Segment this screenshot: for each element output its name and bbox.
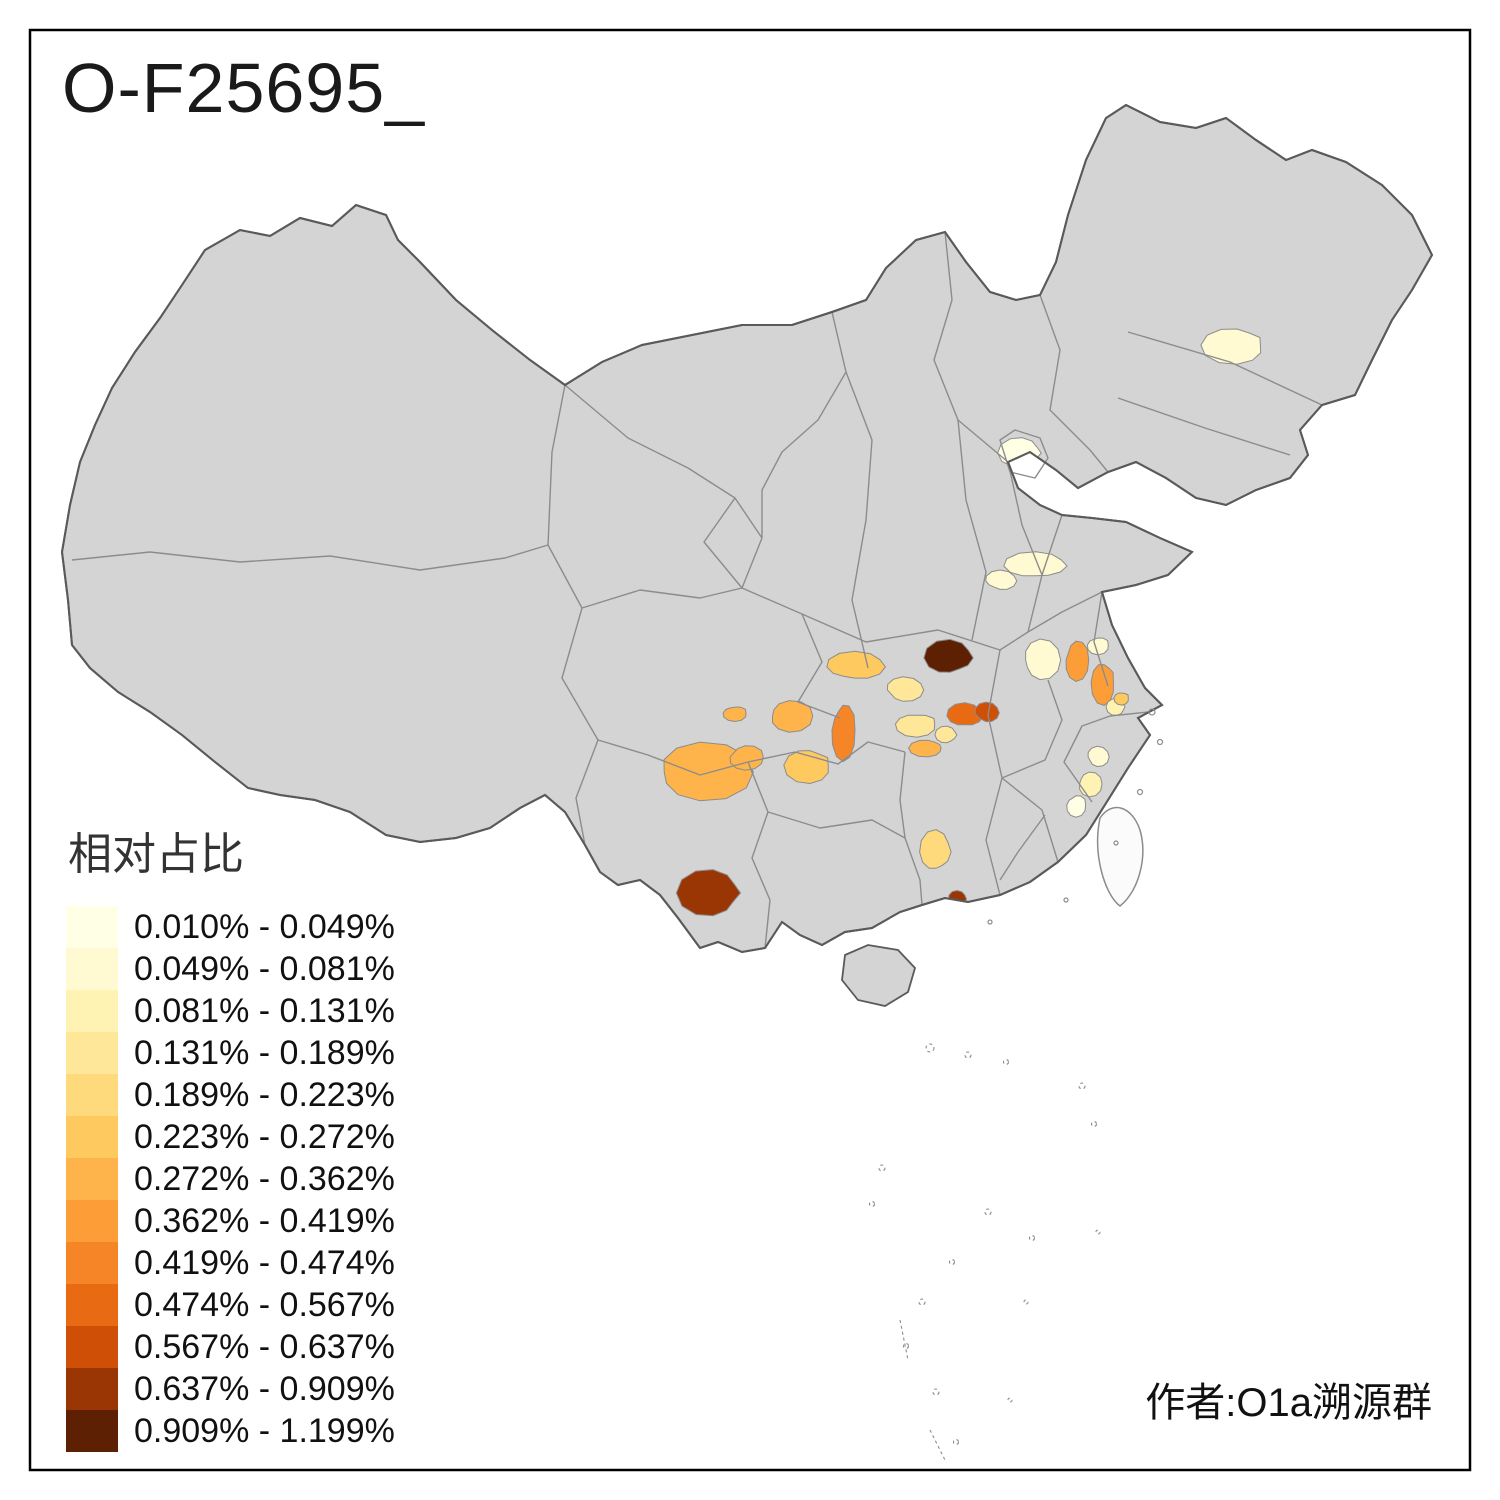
legend-label: 0.272% - 0.362% xyxy=(134,1159,395,1198)
legend-swatch xyxy=(66,1074,118,1116)
colored-prefecture xyxy=(1113,692,1129,706)
legend-label: 0.419% - 0.474% xyxy=(134,1243,395,1282)
colored-prefecture xyxy=(675,869,742,917)
legend-label: 0.567% - 0.637% xyxy=(134,1327,395,1366)
colored-prefecture xyxy=(934,725,958,744)
colored-prefecture xyxy=(1200,328,1262,365)
colored-prefecture xyxy=(1087,745,1110,768)
colored-prefecture xyxy=(985,569,1018,590)
legend-entries: 0.010% - 0.049% 0.049% - 0.081% 0.081% - 0… xyxy=(66,906,395,1452)
legend-label: 0.474% - 0.567% xyxy=(134,1285,395,1324)
colored-prefecture xyxy=(772,700,814,733)
map-frame-border xyxy=(28,28,1472,1472)
colored-prefecture xyxy=(1066,795,1087,818)
legend-entry: 0.909% - 1.199% xyxy=(66,1410,395,1452)
legend-swatch xyxy=(66,1116,118,1158)
south-china-sea-islands xyxy=(868,1043,1101,1461)
colored-prefecture xyxy=(923,638,974,673)
legend-label: 0.010% - 0.049% xyxy=(134,907,395,946)
colored-prefecture xyxy=(908,739,942,758)
colored-prefecture xyxy=(919,829,952,869)
colored-prefecture xyxy=(722,706,747,723)
legend-swatch xyxy=(66,1368,118,1410)
legend-label: 0.081% - 0.131% xyxy=(134,991,395,1030)
legend-label: 0.189% - 0.223% xyxy=(134,1075,395,1114)
legend-entry: 0.272% - 0.362% xyxy=(66,1158,395,1200)
colored-prefecture xyxy=(1086,637,1109,656)
legend-entry: 0.362% - 0.419% xyxy=(66,1200,395,1242)
legend-swatch xyxy=(66,1032,118,1074)
legend-entry: 0.223% - 0.272% xyxy=(66,1116,395,1158)
legend-entry: 0.010% - 0.049% xyxy=(66,906,395,948)
legend-swatch xyxy=(66,948,118,990)
legend-label: 0.362% - 0.419% xyxy=(134,1201,395,1240)
colored-prefecture xyxy=(1003,551,1068,577)
legend-entry: 0.637% - 0.909% xyxy=(66,1368,395,1410)
legend-title: 相对占比 xyxy=(68,830,244,879)
coastal-islands xyxy=(987,708,1164,925)
legend-swatch xyxy=(66,906,118,948)
legend-label: 0.223% - 0.272% xyxy=(134,1117,395,1156)
colored-prefecture xyxy=(831,704,856,763)
colored-prefecture xyxy=(894,714,936,738)
colored-prefecture xyxy=(946,702,984,726)
colored-regions xyxy=(663,328,1262,917)
colored-prefecture xyxy=(1025,638,1062,681)
colored-prefecture xyxy=(886,676,925,702)
legend-entry: 0.131% - 0.189% xyxy=(66,1032,395,1074)
colored-prefecture xyxy=(974,701,1000,723)
colored-prefecture xyxy=(1065,640,1090,682)
colored-prefecture xyxy=(1079,771,1103,798)
legend-entry: 0.081% - 0.131% xyxy=(66,990,395,1032)
legend-entry: 0.189% - 0.223% xyxy=(66,1074,395,1116)
legend-swatch xyxy=(66,1284,118,1326)
legend-entry: 0.419% - 0.474% xyxy=(66,1242,395,1284)
legend-swatch xyxy=(66,1326,118,1368)
colored-prefecture xyxy=(826,650,887,679)
legend-entry: 0.474% - 0.567% xyxy=(66,1284,395,1326)
legend-label: 0.049% - 0.081% xyxy=(134,949,395,988)
page-title: O-F25695_ xyxy=(62,49,426,127)
legend-swatch xyxy=(66,1158,118,1200)
legend-swatch xyxy=(66,1410,118,1452)
legend-label: 0.131% - 0.189% xyxy=(134,1033,395,1072)
legend-swatch xyxy=(66,1200,118,1242)
author-credit: 作者:O1a溯源群 xyxy=(1145,1381,1432,1425)
legend: 相对占比 0.010% - 0.049% 0.049% - 0.081% 0.081… xyxy=(66,818,395,1452)
legend-swatch xyxy=(66,1242,118,1284)
province-borders xyxy=(71,231,1323,949)
legend-swatch xyxy=(66,990,118,1032)
legend-entry: 0.567% - 0.637% xyxy=(66,1326,395,1368)
legend-label: 0.909% - 1.199% xyxy=(134,1411,395,1450)
taiwan-island xyxy=(1096,806,1144,907)
legend-entry: 0.049% - 0.081% xyxy=(66,948,395,990)
hainan-island xyxy=(841,944,917,1007)
legend-label: 0.637% - 0.909% xyxy=(134,1369,395,1408)
